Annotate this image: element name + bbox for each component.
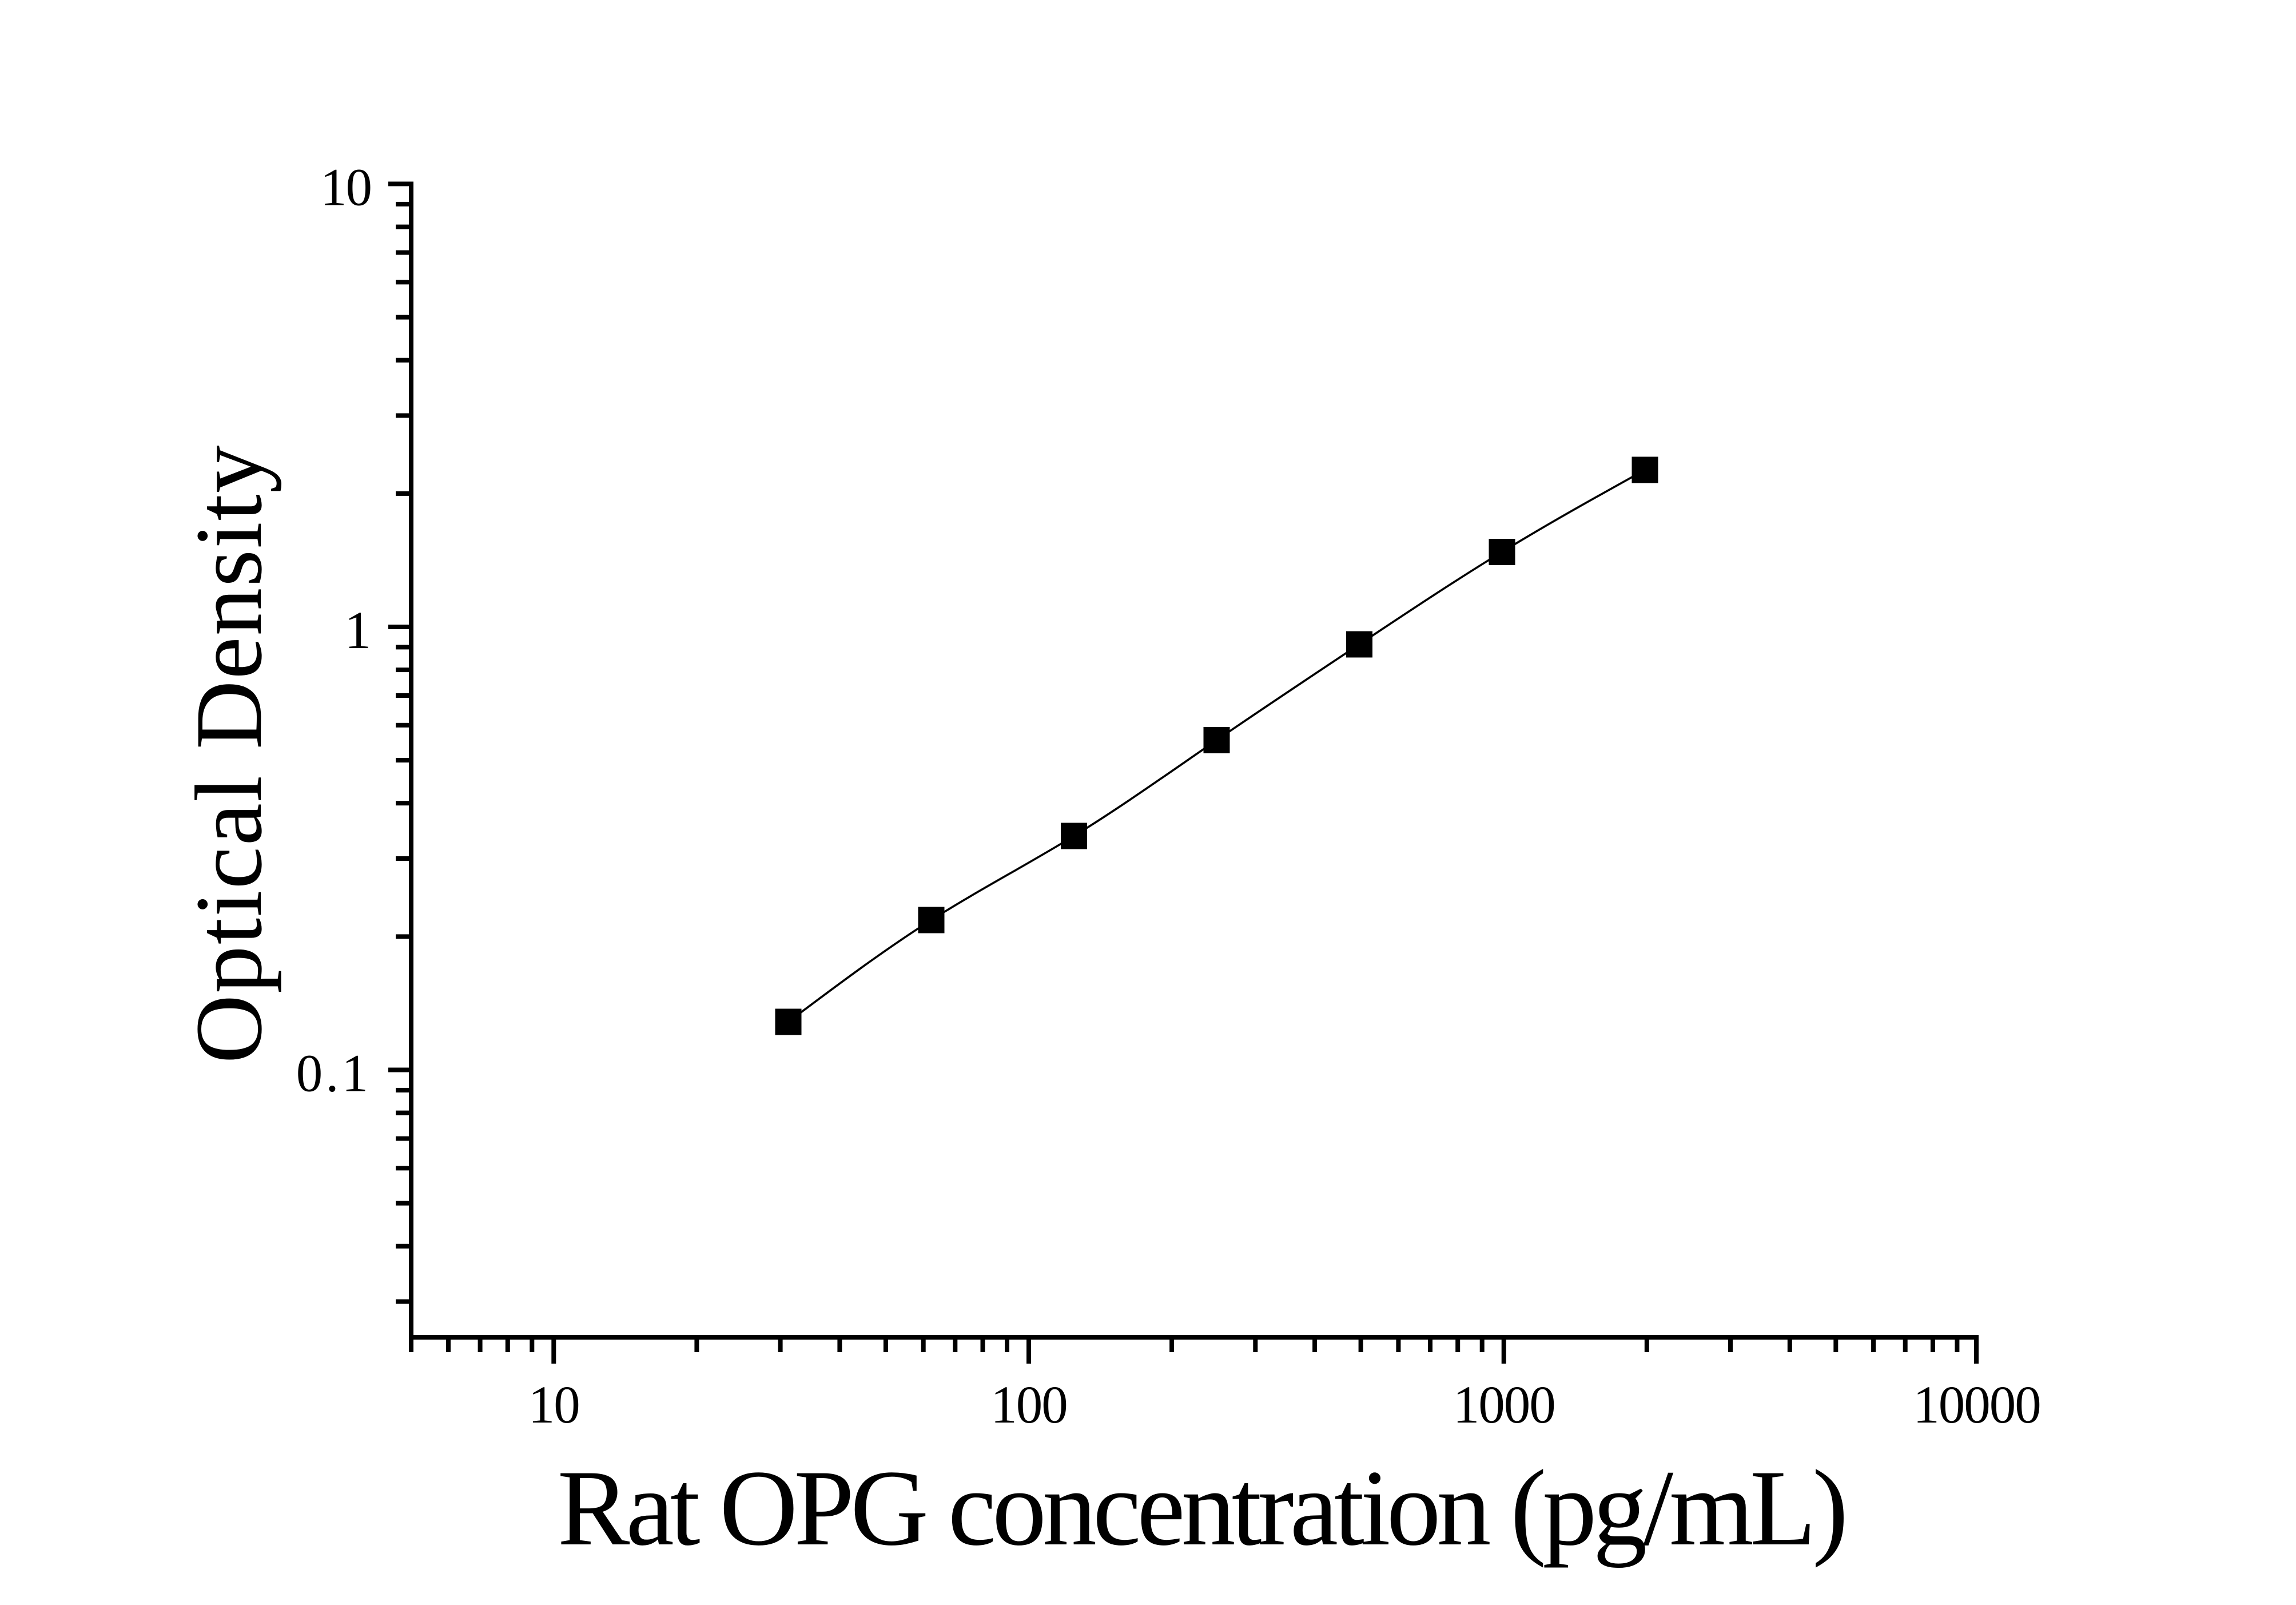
svg-text:100: 100 <box>990 1376 1067 1435</box>
svg-text:Rat OPG concentration (pg/mL): Rat OPG concentration (pg/mL) <box>558 1448 1845 1568</box>
svg-text:1000: 1000 <box>1453 1376 1555 1435</box>
svg-text:10000: 10000 <box>1913 1376 2040 1435</box>
svg-text:10: 10 <box>528 1376 579 1435</box>
svg-text:Optical Density: Optical Density <box>176 444 282 1064</box>
svg-text:10: 10 <box>320 158 371 217</box>
svg-text:1: 1 <box>345 601 372 660</box>
svg-text:0.1: 0.1 <box>296 1044 371 1103</box>
